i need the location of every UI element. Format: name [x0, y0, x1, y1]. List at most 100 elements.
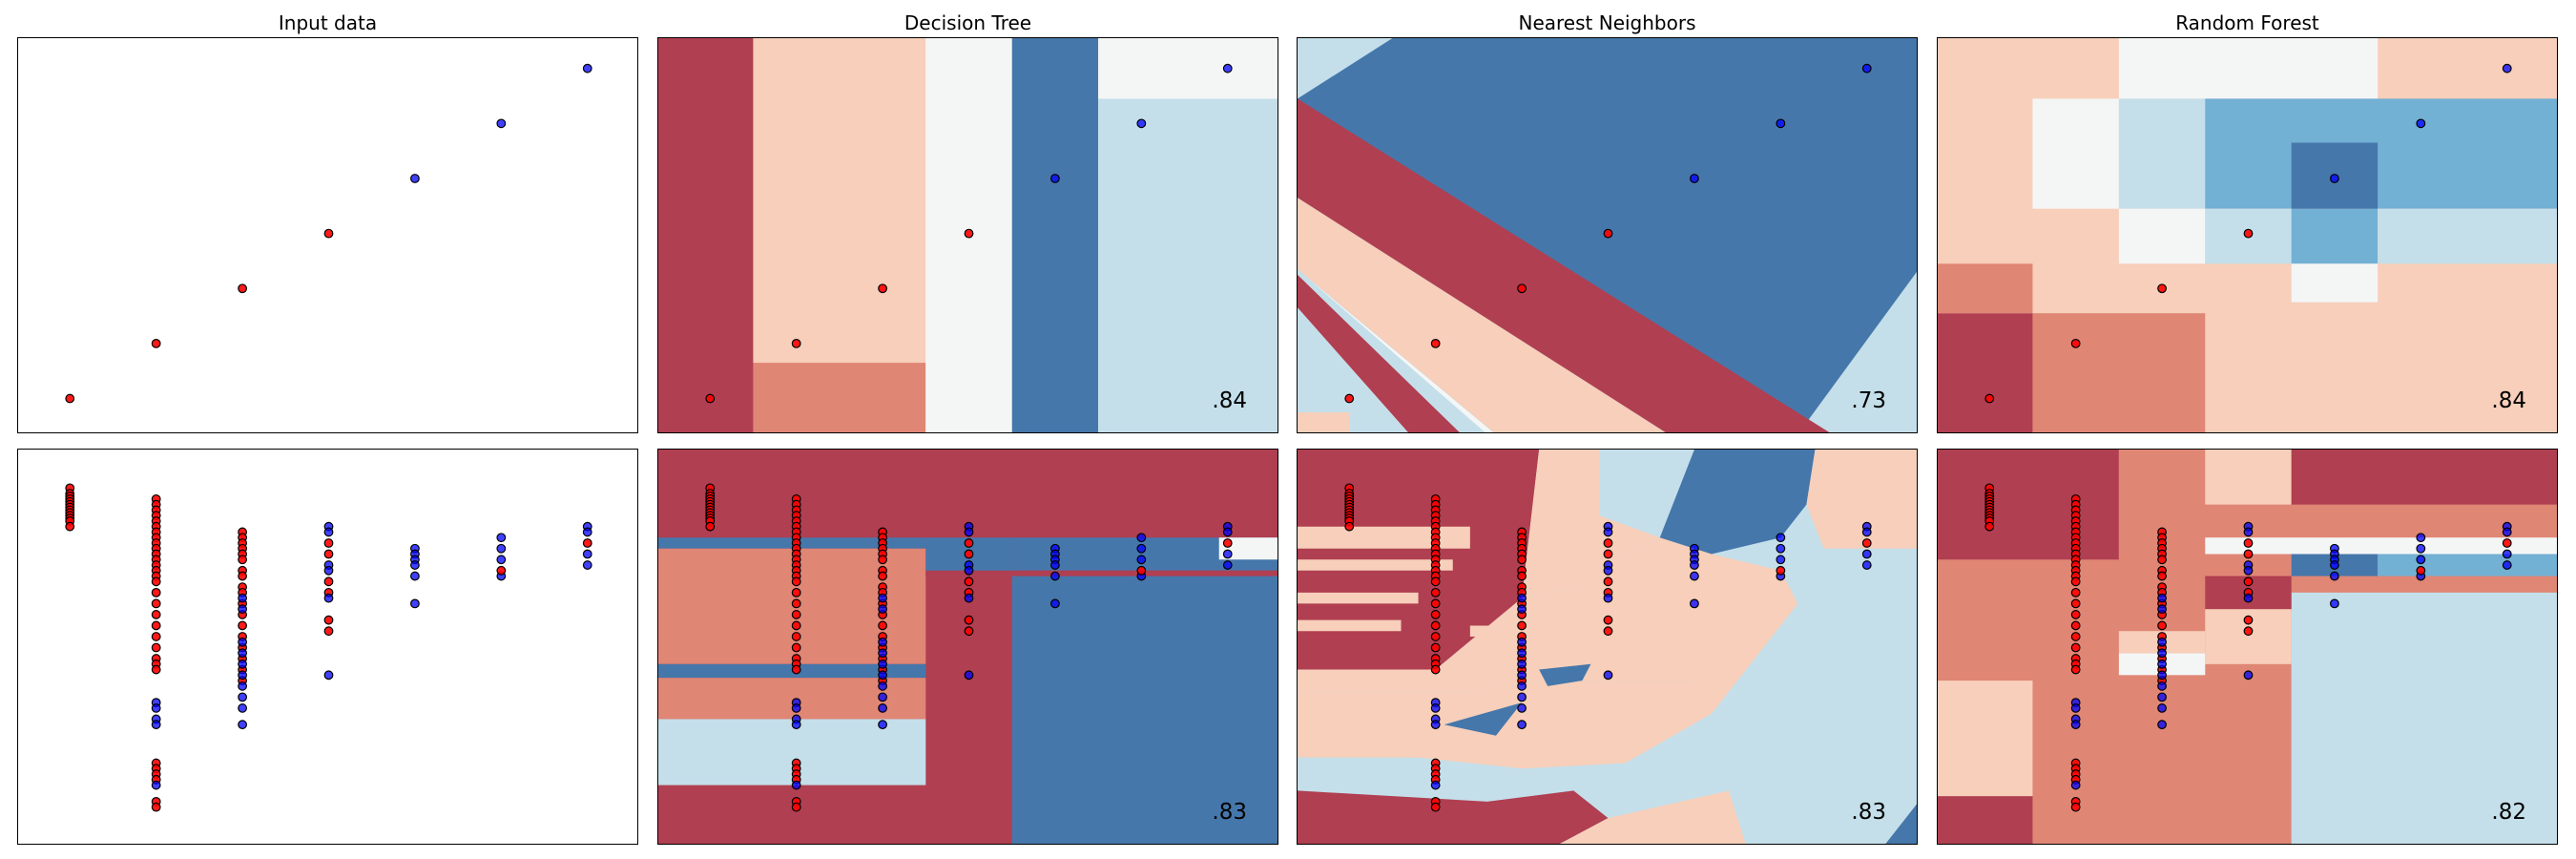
data-point-red — [65, 521, 75, 532]
data-point-blue — [1517, 604, 1527, 615]
data-point-red — [791, 587, 801, 597]
data-point-blue — [1690, 560, 1699, 570]
data-point-blue — [496, 118, 507, 129]
data-point-red — [323, 549, 334, 559]
data-point-blue — [2330, 571, 2339, 581]
data-point-blue — [1776, 118, 1786, 129]
data-point-blue — [791, 703, 801, 713]
data-point-blue — [151, 720, 161, 730]
data-point-red — [2243, 615, 2254, 625]
data-point-red — [2157, 555, 2167, 565]
data-point-red — [791, 642, 801, 653]
data-point-red — [151, 620, 161, 631]
data-point-red — [2243, 626, 2254, 637]
data-point-blue — [964, 670, 974, 681]
data-point-blue — [1603, 565, 1613, 576]
data-point-blue — [1603, 593, 1613, 603]
data-point-red — [151, 338, 161, 348]
data-point-blue — [1222, 63, 1233, 73]
data-point-red — [1517, 555, 1527, 565]
data-point-blue — [791, 720, 801, 730]
data-point-blue — [2502, 63, 2512, 73]
data-point-blue — [964, 565, 974, 576]
data-point-red — [1430, 642, 1441, 653]
data-point-red — [964, 615, 974, 625]
decision-region — [1298, 98, 1830, 432]
data-point-blue — [1517, 670, 1527, 681]
decision-region — [2032, 313, 2206, 432]
data-point-blue — [410, 598, 420, 609]
decision-region — [2118, 38, 2379, 99]
data-point-blue — [2330, 174, 2339, 183]
data-point-blue — [1050, 174, 1060, 183]
data-point-red — [2157, 283, 2167, 294]
score-decision-tree-row2: .83 — [1212, 800, 1247, 825]
data-point-red — [151, 598, 161, 609]
data-point-blue — [238, 648, 247, 659]
decision-region — [2205, 98, 2557, 209]
data-point-red — [2243, 576, 2254, 587]
title-random-forest: Random Forest — [2175, 11, 2319, 34]
data-point-red — [1517, 571, 1527, 581]
decision-region — [2205, 537, 2557, 555]
data-point-blue — [878, 703, 887, 713]
data-point-blue — [2157, 703, 2167, 713]
data-point-blue — [1430, 720, 1441, 730]
data-point-red — [323, 615, 334, 625]
decision-region — [2291, 592, 2557, 844]
data-point-blue — [2157, 720, 2167, 730]
data-point-red — [1984, 393, 1995, 404]
data-point-red — [2157, 620, 2167, 631]
data-point-blue — [2243, 565, 2254, 576]
title-nearest-neighbors: Nearest Neighbors — [1518, 11, 1696, 34]
data-point-red — [964, 538, 974, 548]
data-point-red — [151, 664, 161, 675]
data-point-red — [1603, 549, 1613, 559]
data-point-blue — [1690, 174, 1699, 183]
decision-region — [1218, 537, 1278, 560]
data-point-blue — [964, 527, 974, 537]
data-point-red — [2243, 549, 2254, 559]
data-point-red — [791, 664, 801, 675]
data-point-red — [1430, 338, 1441, 348]
data-point-red — [705, 521, 716, 532]
data-point-red — [1430, 632, 1441, 641]
data-point-blue — [2416, 118, 2426, 129]
data-point-red — [964, 549, 974, 559]
decision-region — [658, 38, 754, 432]
data-point-red — [791, 802, 801, 812]
data-point-red — [1984, 521, 1995, 532]
data-point-blue — [2416, 543, 2426, 554]
data-point-blue — [878, 692, 887, 702]
data-point-blue — [1136, 543, 1147, 554]
decision-region — [1298, 537, 1781, 692]
data-point-blue — [238, 604, 247, 615]
data-point-red — [2070, 620, 2081, 631]
data-point-red — [1430, 587, 1441, 597]
title-decision-tree: Decision Tree — [904, 11, 1032, 34]
data-point-red — [705, 393, 716, 404]
data-point-blue — [2416, 555, 2426, 565]
data-point-blue — [2502, 560, 2512, 570]
decision-region — [1298, 526, 1470, 549]
data-point-blue — [1222, 527, 1233, 537]
data-point-red — [791, 598, 801, 609]
decision-region — [1938, 313, 2033, 432]
data-point-red — [791, 620, 801, 631]
data-point-blue — [1050, 571, 1060, 581]
data-point-blue — [878, 637, 887, 647]
data-point-blue — [1776, 543, 1786, 554]
data-point-red — [323, 626, 334, 637]
data-point-blue — [878, 604, 887, 615]
decision-region — [2291, 208, 2379, 264]
panel-input-data-row2 — [17, 449, 638, 845]
data-point-blue — [323, 527, 334, 537]
decision-region — [1938, 681, 2033, 797]
scatter-input-row1 — [65, 63, 592, 404]
data-point-red — [791, 576, 801, 587]
data-point-red — [151, 642, 161, 653]
data-point-blue — [1517, 720, 1527, 730]
data-point-blue — [238, 681, 247, 691]
data-point-blue — [2070, 703, 2081, 713]
data-point-red — [238, 620, 247, 631]
